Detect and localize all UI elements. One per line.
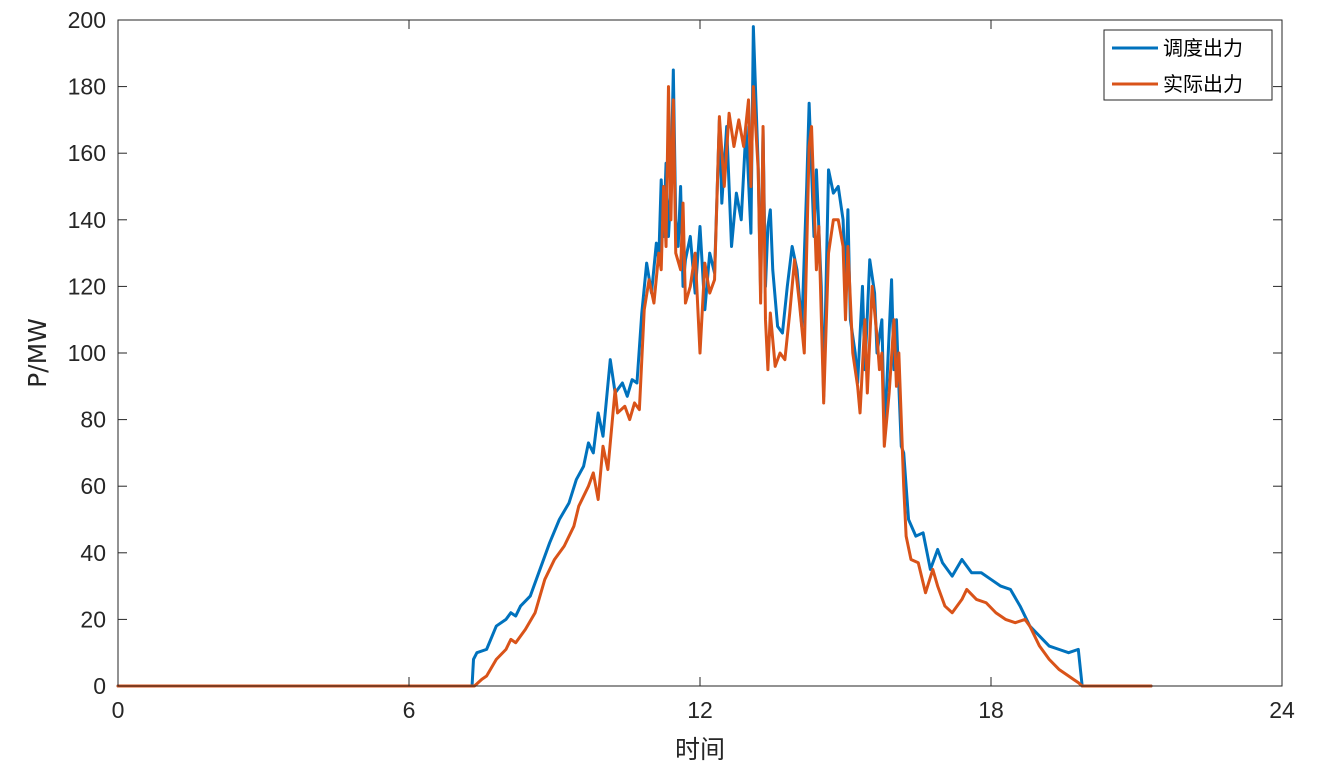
- y-tick-label: 120: [68, 273, 106, 299]
- y-tick-label: 160: [68, 140, 106, 166]
- series-layer: [116, 25, 1153, 688]
- legend-box: [1103, 29, 1273, 101]
- series-line-1: [116, 85, 1153, 688]
- y-tick-label: 100: [68, 340, 106, 366]
- y-tick-label: 80: [80, 407, 106, 433]
- x-tick-label: 24: [1269, 697, 1295, 723]
- y-tick-label: 0: [93, 673, 106, 699]
- y-tick-label: 20: [80, 606, 106, 632]
- y-tick-label: 180: [68, 74, 106, 100]
- legend: 调度出力 实际出力: [1103, 29, 1273, 101]
- x-tick-label: 18: [978, 697, 1004, 723]
- ticks-layer: 0 6 12 18 24 0 20 40 60 80 100 120 140 160 180 200: [68, 7, 1295, 723]
- y-tick-label: 140: [68, 207, 106, 233]
- x-tick-label: 6: [403, 697, 416, 723]
- y-tick-label: 60: [80, 473, 106, 499]
- x-tick-label: 12: [687, 697, 713, 723]
- legend-label-dispatch: 调度出力: [1163, 36, 1243, 60]
- y-tick-label: 200: [68, 7, 106, 33]
- legend-label-actual: 实际出力: [1163, 72, 1243, 96]
- x-tick-label: 0: [112, 697, 125, 723]
- x-axis-label: 时间: [675, 735, 725, 764]
- y-tick-label: 40: [80, 540, 106, 566]
- y-axis-label: P/MW: [23, 318, 52, 388]
